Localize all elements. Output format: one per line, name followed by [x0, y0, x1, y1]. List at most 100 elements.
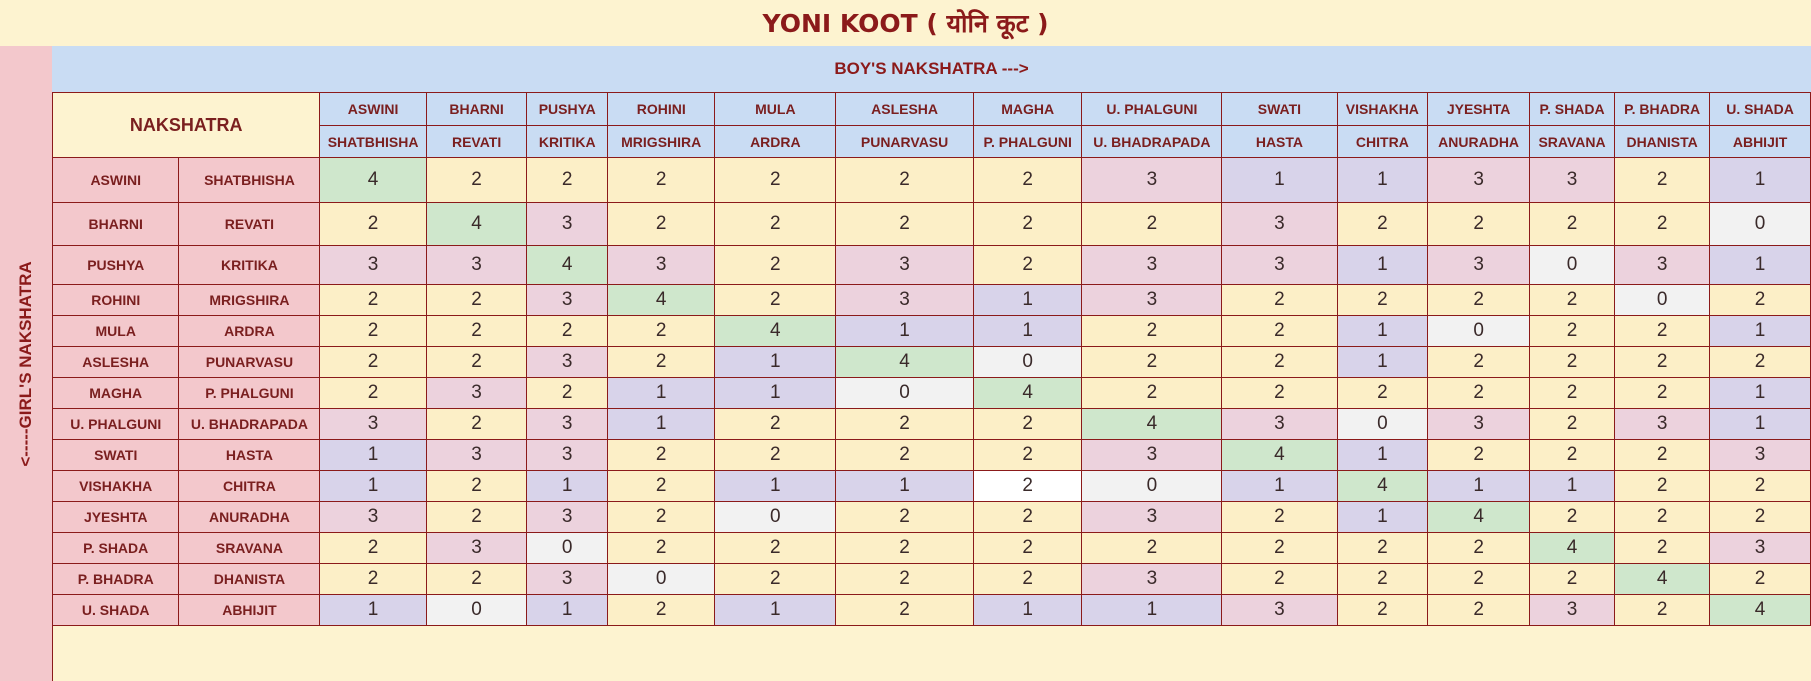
score-cell: 2 [425, 284, 528, 316]
column-header-top: PUSHYA [526, 92, 608, 126]
score-cell: 4 [1529, 532, 1616, 564]
score-cell: 2 [526, 377, 608, 409]
table-row: U. SHADA ABHIJIT 1 0 1 2 1 2 1 1 3 2 2 3 2 4 [51, 594, 1811, 626]
row-header-primary: VISHAKHA [51, 470, 180, 502]
table-row: SWATI HASTA 1 3 3 2 2 2 2 3 4 1 2 2 2 3 [51, 439, 1811, 471]
score-cell: 3 [1427, 157, 1531, 203]
score-cell: 4 [1709, 594, 1811, 626]
score-cell: 2 [1427, 563, 1531, 595]
score-cell: 2 [835, 594, 974, 626]
score-cell: 4 [425, 202, 528, 246]
score-cell: 3 [1529, 594, 1616, 626]
score-cell: 1 [1709, 408, 1811, 440]
column-header-bottom: ARDRA [714, 125, 837, 158]
column-header-bottom: MRIGSHIRA [606, 125, 716, 158]
score-cell: 2 [425, 315, 528, 347]
score-cell: 2 [1427, 284, 1531, 316]
score-cell: 4 [972, 377, 1083, 409]
table-row: VISHAKHA CHITRA 1 2 1 2 1 1 2 0 1 4 1 1 2 2 [51, 470, 1811, 502]
score-cell: 1 [835, 315, 974, 347]
score-cell: 0 [526, 532, 608, 564]
score-cell: 1 [1336, 157, 1429, 203]
score-cell: 1 [319, 439, 427, 471]
score-cell: 0 [1427, 315, 1531, 347]
score-cell: 2 [1427, 532, 1531, 564]
score-cell: 2 [1336, 563, 1429, 595]
table-row: MULA ARDRA 2 2 2 2 4 1 1 2 2 1 0 2 2 1 [51, 315, 1811, 347]
score-cell: 3 [526, 408, 608, 440]
score-cell: 1 [1529, 470, 1616, 502]
table-row: ROHINI MRIGSHIRA 2 2 3 4 2 3 1 3 2 2 2 2 0 2 [51, 284, 1811, 316]
score-cell: 2 [606, 202, 716, 246]
score-cell: 2 [606, 532, 716, 564]
score-cell: 2 [714, 408, 837, 440]
score-cell: 2 [606, 439, 716, 471]
score-cell: 1 [526, 470, 608, 502]
score-cell: 3 [1427, 245, 1531, 285]
score-cell: 2 [1529, 563, 1616, 595]
score-cell: 2 [1336, 202, 1429, 246]
score-cell: 1 [1081, 594, 1223, 626]
score-cell: 1 [1709, 157, 1811, 203]
column-header-top: SWATI [1221, 92, 1338, 126]
score-cell: 2 [1614, 501, 1711, 533]
score-cell: 3 [425, 245, 528, 285]
score-cell: 1 [972, 315, 1083, 347]
score-cell: 3 [526, 563, 608, 595]
score-cell: 2 [606, 470, 716, 502]
score-cell: 4 [1221, 439, 1338, 471]
score-cell: 3 [319, 245, 427, 285]
score-cell: 2 [714, 284, 837, 316]
table-row: ASWINI SHATBHISHA 4 2 2 2 2 2 2 3 1 1 3 3 2 1 [51, 157, 1811, 203]
column-header-bottom: REVATI [425, 125, 528, 158]
score-cell: 2 [1336, 377, 1429, 409]
score-cell: 3 [319, 501, 427, 533]
score-cell: 2 [1709, 563, 1811, 595]
score-cell: 2 [972, 439, 1083, 471]
row-header-primary: ROHINI [51, 284, 180, 316]
score-cell: 3 [1709, 532, 1811, 564]
score-cell: 2 [606, 594, 716, 626]
score-cell: 2 [1529, 202, 1616, 246]
score-cell: 2 [1529, 346, 1616, 378]
column-header-bottom: DHANISTA [1614, 125, 1711, 158]
nakshatra-corner-label: NAKSHATRA [51, 92, 321, 158]
score-cell: 3 [1081, 157, 1223, 203]
score-cell: 2 [714, 439, 837, 471]
score-cell: 2 [1529, 501, 1616, 533]
score-cell: 1 [1709, 315, 1811, 347]
table-row: JYESHTA ANURADHA 3 2 3 2 0 2 2 3 2 1 4 2 2 2 [51, 501, 1811, 533]
score-cell: 1 [526, 594, 608, 626]
score-cell: 2 [425, 408, 528, 440]
score-cell: 1 [714, 346, 837, 378]
row-header-primary: MAGHA [51, 377, 180, 409]
score-cell: 1 [714, 470, 837, 502]
score-cell: 4 [1427, 501, 1531, 533]
score-cell: 0 [972, 346, 1083, 378]
score-cell: 3 [1614, 408, 1711, 440]
row-header-primary: ASWINI [51, 157, 180, 203]
score-cell: 2 [714, 245, 837, 285]
boy-nakshatra-header: BOY'S NAKSHATRA ---> [52, 46, 1811, 93]
column-header-row-bottom: SHATBHISHA REVATI KRITIKA MRIGSHIRA ARDRA PUN… [53, 125, 1811, 158]
score-cell: 2 [526, 157, 608, 203]
row-header-primary: JYESHTA [51, 501, 180, 533]
score-cell: 1 [1709, 245, 1811, 285]
score-cell: 2 [1614, 439, 1711, 471]
row-header-secondary: P. PHALGUNI [178, 377, 321, 409]
row-header-secondary: CHITRA [178, 470, 321, 502]
score-cell: 2 [972, 532, 1083, 564]
score-cell: 1 [319, 470, 427, 502]
score-cell: 3 [425, 439, 528, 471]
score-cell: 2 [972, 470, 1083, 502]
column-header-top: ASWINI [319, 92, 427, 126]
row-header-secondary: MRIGSHIRA [178, 284, 321, 316]
girl-nakshatra-header: <-----GIRL'S NAKSHATRA [0, 46, 53, 681]
yoni-koot-table: NAKSHATRA ASWINI BHARNI PUSHYA ROHINI MULA AS… [51, 92, 1811, 626]
table-row: P. BHADRA DHANISTA 2 2 3 0 2 2 2 3 2 2 2 2 4 2 [51, 563, 1811, 595]
score-cell: 3 [1709, 439, 1811, 471]
score-cell: 1 [1336, 245, 1429, 285]
score-cell: 2 [1221, 315, 1338, 347]
score-cell: 0 [425, 594, 528, 626]
score-cell: 2 [835, 408, 974, 440]
